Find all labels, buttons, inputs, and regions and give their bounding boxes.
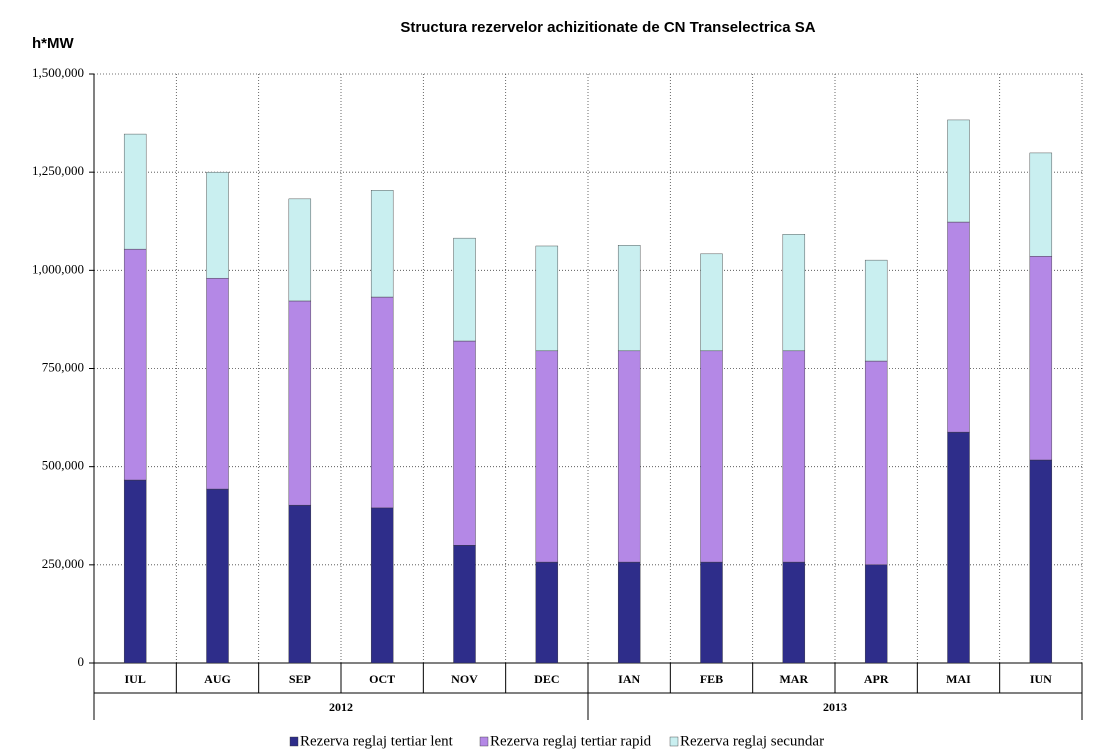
bar-segment xyxy=(288,504,312,664)
y-tick-label: 250,000 xyxy=(42,556,84,571)
y-axis-label: h*MW xyxy=(32,35,74,52)
y-tick-label: 500,000 xyxy=(42,458,84,473)
legend-swatch xyxy=(289,736,299,747)
bar-segment xyxy=(864,564,888,664)
bar-segment xyxy=(617,561,641,664)
x-tick-label: MAI xyxy=(946,672,971,686)
bar-segment xyxy=(206,277,229,490)
x-tick-label: IAN xyxy=(618,672,640,686)
bar-segment xyxy=(782,561,806,664)
bar-segment xyxy=(700,253,723,352)
x-tick-label: OCT xyxy=(369,672,395,686)
bar-segment xyxy=(288,300,312,506)
bar-segment xyxy=(947,431,970,664)
bar-segment xyxy=(206,171,229,279)
bar-segment xyxy=(1029,255,1053,461)
bar-segment xyxy=(370,296,394,509)
legend-label: Rezerva reglaj secundar xyxy=(680,733,824,749)
bar-segment xyxy=(864,360,888,566)
bar-segment xyxy=(1029,459,1053,664)
bar-segment xyxy=(947,119,970,223)
legend-swatch xyxy=(669,736,679,747)
legend-swatch xyxy=(479,736,489,747)
bar-segment xyxy=(453,237,476,342)
y-tick-label: 0 xyxy=(78,654,85,669)
legend-label: Rezerva reglaj tertiar lent xyxy=(300,733,454,749)
bar-segment xyxy=(782,234,806,352)
x-tick-label: APR xyxy=(864,672,889,686)
bar-segment xyxy=(123,248,147,481)
bar-segment xyxy=(535,245,559,352)
bar-segment xyxy=(123,479,147,664)
bar-segment xyxy=(535,350,559,563)
bar-segment xyxy=(370,190,394,298)
bar-segment xyxy=(206,488,229,664)
x-tick-label: MAR xyxy=(779,672,808,686)
chart-title: Structura rezervelor achizitionate de CN… xyxy=(400,19,815,36)
x-tick-label: FEB xyxy=(700,672,723,686)
group-label: 2013 xyxy=(823,700,847,714)
bar-segment xyxy=(947,221,970,433)
y-tick-label: 1,000,000 xyxy=(32,261,84,276)
x-tick-label: SEP xyxy=(289,672,311,686)
x-tick-label: NOV xyxy=(451,672,478,686)
bar-segment xyxy=(700,561,723,664)
bar-segment xyxy=(535,561,559,664)
bar-segment xyxy=(700,350,723,563)
bar-segment xyxy=(123,133,147,250)
y-tick-label: 750,000 xyxy=(42,359,84,374)
x-tick-label: DEC xyxy=(534,672,559,686)
y-tick-label: 1,250,000 xyxy=(32,163,84,178)
bar-segment xyxy=(1029,152,1053,257)
bar-segment xyxy=(453,340,476,546)
bar-segment xyxy=(288,198,312,302)
legend-label: Rezerva reglaj tertiar rapid xyxy=(490,733,652,749)
bar-segment xyxy=(617,350,641,563)
group-label: 2012 xyxy=(329,700,353,714)
y-tick-label: 1,500,000 xyxy=(32,65,84,80)
x-tick-label: IUN xyxy=(1030,672,1052,686)
x-tick-label: AUG xyxy=(204,672,231,686)
bar-segment xyxy=(617,245,641,352)
bar-segment xyxy=(453,545,476,664)
bar-segment xyxy=(782,350,806,563)
bar-segment xyxy=(370,507,394,664)
x-tick-label: IUL xyxy=(124,672,145,686)
bar-segment xyxy=(864,259,888,362)
